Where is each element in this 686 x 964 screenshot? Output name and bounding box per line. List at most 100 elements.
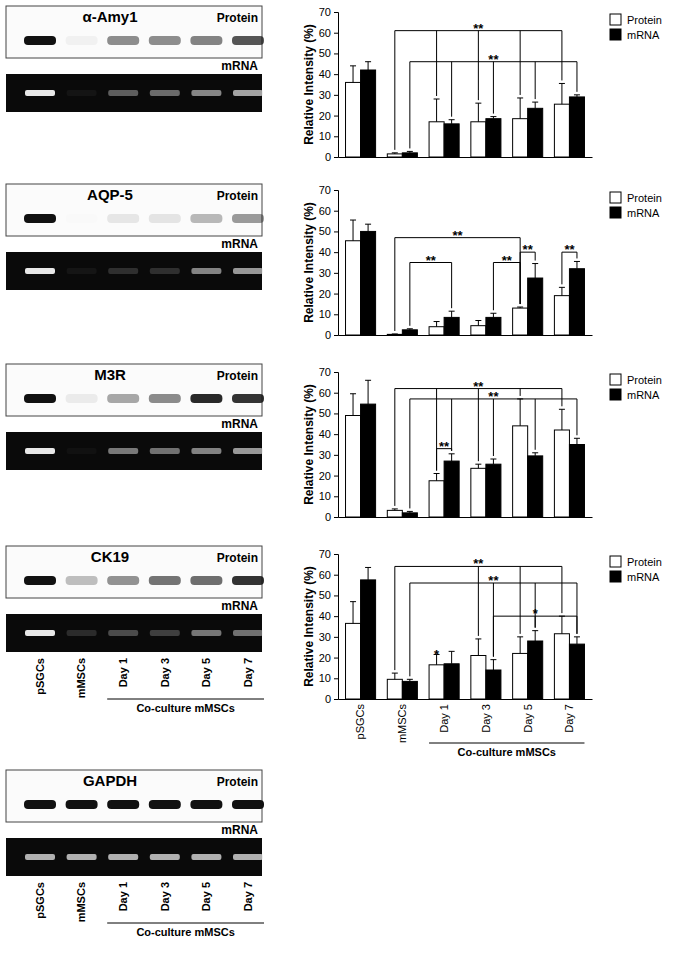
significance-bracket [410, 263, 452, 326]
y-tick-mark [334, 231, 338, 232]
y-tick-label: 20 [319, 652, 331, 664]
gel-panel: AQP-5ProteinmRNA [6, 184, 264, 290]
bar [569, 445, 584, 518]
significance-bracket [395, 389, 562, 506]
protein-band [24, 800, 56, 809]
x-axis [339, 335, 593, 336]
bar [387, 334, 402, 335]
annotations: ********** [395, 228, 577, 331]
lane-label: pSGCs [34, 658, 46, 695]
lane-group-label: Co-culture mMSCs [136, 702, 234, 714]
y-tick: 30 [319, 631, 338, 643]
y-tick-label: 60 [319, 569, 331, 581]
mrna-band [150, 268, 180, 274]
protein-band [107, 394, 139, 403]
mrna-band [25, 854, 55, 860]
y-tick-mark [334, 95, 338, 96]
y-tick: 70 [319, 366, 338, 378]
gel-panel: α-Amy1ProteinmRNA [6, 6, 264, 112]
y-tick-label: 30 [319, 267, 331, 279]
protein-band [190, 576, 222, 585]
legend-swatch [610, 556, 621, 567]
y-tick: 20 [319, 110, 338, 122]
bars [346, 62, 585, 157]
mrna-gel [6, 252, 262, 290]
y-tick-label: 40 [319, 610, 331, 622]
mrna-band [191, 854, 221, 860]
mrna-band [108, 448, 138, 454]
legend-label: mRNA [627, 571, 660, 583]
significance-bracket [395, 566, 562, 670]
y-tick-label: 30 [319, 631, 331, 643]
error-bar [532, 264, 538, 279]
bar [361, 404, 376, 517]
legend-label: mRNA [627, 389, 660, 401]
significance-bracket [493, 263, 520, 311]
y-tick-mark [334, 393, 338, 394]
protein-band [24, 394, 56, 403]
y-axis-title: Relative Intensity (%) [302, 384, 316, 505]
y-tick-label: 50 [319, 589, 331, 601]
error-bar [574, 261, 580, 268]
legend-swatch [610, 192, 621, 203]
mrna-label: mRNA [221, 237, 258, 251]
error-bar [490, 117, 496, 119]
y-tick: 20 [319, 470, 338, 482]
bar-chart: 010203040506070Relative Intensity (%)***… [302, 184, 662, 341]
error-bar [490, 459, 496, 464]
y-tick-label: 10 [319, 130, 331, 142]
significance-label: ** [502, 253, 513, 268]
x-tick: Day 3 [480, 704, 492, 733]
x-tick-label: Day 5 [522, 704, 534, 733]
gel-title: M3R [94, 366, 126, 383]
y-tick-label: 20 [319, 470, 331, 482]
y-tick-mark [334, 476, 338, 477]
x-tick-label: Day 7 [563, 704, 575, 733]
mrna-band [108, 268, 138, 274]
y-tick-mark [334, 74, 338, 75]
protein-band [190, 800, 222, 809]
protein-band [232, 800, 264, 809]
figure: 010203040506070Relative Intensity (%)***… [0, 0, 686, 964]
x-tick-label: mMSCs [396, 704, 408, 744]
error-bar [559, 287, 565, 295]
error-bar [559, 616, 565, 634]
x-tick: Day 5 [522, 704, 534, 733]
bar [361, 580, 376, 699]
y-tick: 40 [319, 68, 338, 80]
y-tick-label: 60 [319, 27, 331, 39]
y-tick: 0 [325, 511, 338, 523]
significance-label: ** [488, 573, 499, 588]
lane-label: mMSCs [75, 882, 87, 922]
error-bar [365, 567, 371, 579]
y-tick-label: 60 [319, 205, 331, 217]
y-tick: 50 [319, 225, 338, 237]
mrna-band [25, 90, 55, 96]
protein-band [66, 394, 98, 403]
y-tick-label: 10 [319, 672, 331, 684]
y-axis: 010203040506070 [319, 184, 339, 341]
legend: ProteinmRNA [610, 192, 662, 219]
error-bar [350, 602, 356, 624]
significance-label: ** [473, 379, 484, 394]
significance-bracket [410, 62, 577, 149]
legend-label: mRNA [627, 207, 660, 219]
x-axis: pSGCsmMSCsDay 1Day 3Day 5Day 7 [339, 700, 593, 744]
mrna-label: mRNA [221, 59, 258, 73]
legend-item: mRNA [610, 29, 660, 41]
y-tick: 50 [319, 407, 338, 419]
y-tick-mark [334, 335, 338, 336]
bar [387, 510, 402, 517]
legend-label: mRNA [627, 29, 660, 41]
significance-bracket [520, 252, 535, 304]
protein-blot [6, 546, 262, 598]
mrna-band [150, 90, 180, 96]
protein-band [107, 800, 139, 809]
bar [513, 308, 528, 335]
error-bar [449, 454, 455, 461]
bar [554, 296, 569, 335]
mrna-band [67, 854, 97, 860]
gel-title: GAPDH [83, 772, 137, 789]
y-tick-mark [334, 575, 338, 576]
gel-panel: CK19ProteinmRNApSGCsmMSCsDay 1Day 3Day 5… [6, 546, 264, 714]
